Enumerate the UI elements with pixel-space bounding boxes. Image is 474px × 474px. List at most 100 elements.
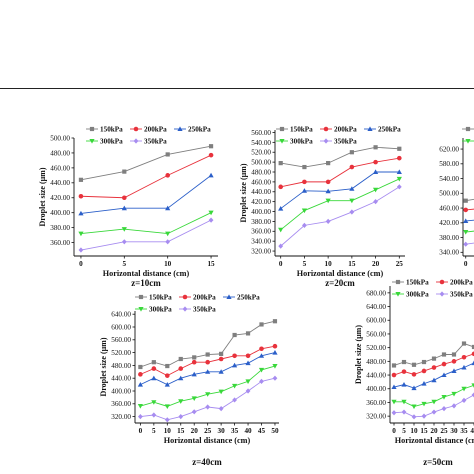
- legend-marker-250kPa: [226, 294, 232, 299]
- data-point-350kPa: [441, 406, 447, 412]
- data-point-300kPa: [208, 210, 214, 216]
- data-point-350kPa: [218, 406, 224, 412]
- data-point-350kPa: [178, 414, 184, 420]
- legend-label: 150kPa: [149, 294, 172, 302]
- data-point-200kPa: [164, 373, 170, 378]
- data-point-150kPa: [219, 351, 224, 356]
- x-tick-label: 5: [303, 260, 307, 268]
- data-point-250kPa: [165, 205, 171, 211]
- x-tick-label: 15: [348, 260, 356, 268]
- data-point-250kPa: [78, 210, 84, 216]
- data-point-250kPa: [401, 382, 407, 387]
- series-line-200kPa: [393, 353, 474, 376]
- series-line-250kPa: [140, 352, 276, 386]
- data-point-350kPa: [259, 378, 264, 384]
- x-tick-label: 30: [450, 427, 458, 435]
- data-point-250kPa: [191, 371, 197, 377]
- y-tick-label: 360.00: [366, 399, 386, 407]
- data-point-250kPa: [301, 188, 308, 193]
- data-point-250kPa: [278, 205, 284, 211]
- data-point-300kPa: [301, 208, 308, 214]
- data-point-350kPa: [151, 412, 157, 418]
- legend-marker-200kPa: [182, 294, 188, 300]
- data-point-250kPa: [151, 375, 157, 381]
- x-tick-label: 15: [420, 427, 428, 435]
- data-point-250kPa: [137, 382, 143, 387]
- data-point-300kPa: [372, 187, 379, 193]
- data-point-250kPa: [349, 186, 355, 191]
- data-point-250kPa: [272, 350, 278, 355]
- data-point-150kPa: [461, 341, 467, 346]
- data-point-250kPa: [471, 360, 474, 366]
- legend-marker-350kPa: [182, 306, 188, 312]
- legend-label: 250kPa: [188, 126, 211, 134]
- legend-label: 200kPa: [193, 294, 216, 302]
- data-point-350kPa: [463, 241, 469, 247]
- legend-marker-300kPa: [279, 139, 285, 144]
- data-point-150kPa: [463, 198, 468, 203]
- data-point-200kPa: [325, 179, 331, 185]
- data-point-350kPa: [165, 239, 171, 245]
- legend-marker-350kPa: [133, 138, 139, 144]
- data-point-200kPa: [463, 207, 469, 213]
- y-tick-label: 500.00: [50, 134, 70, 142]
- x-tick-label: 20: [372, 260, 380, 268]
- data-point-300kPa: [205, 392, 211, 397]
- series-line-250kPa: [465, 219, 474, 222]
- chart-panel-4: 320.00 360.00 400.00 440.00 480.00 520.00 560.…: [99, 294, 279, 467]
- legend-marker-200kPa: [323, 126, 329, 132]
- data-point-150kPa: [441, 352, 447, 357]
- data-point-150kPa: [349, 150, 354, 155]
- series-line-350kPa: [140, 377, 276, 421]
- data-point-300kPa: [349, 198, 355, 204]
- data-point-300kPa: [137, 404, 143, 409]
- data-point-350kPa: [78, 247, 84, 253]
- y-tick-label: 360.00: [50, 239, 70, 247]
- data-point-200kPa: [122, 195, 127, 201]
- data-point-150kPa: [165, 152, 170, 157]
- x-tick-label: 0: [279, 260, 283, 268]
- series-line-350kPa: [465, 242, 474, 245]
- x-tick-label: 35: [460, 427, 468, 435]
- series-line-200kPa: [465, 208, 474, 211]
- y-axis-label: Droplet size (μm): [354, 325, 363, 384]
- data-point-350kPa: [232, 397, 237, 403]
- legend-label: 250kPa: [378, 126, 401, 134]
- chart-title: z=50cm: [423, 457, 453, 467]
- legend-label: 350kPa: [334, 138, 357, 146]
- data-point-250kPa: [463, 218, 469, 223]
- data-point-150kPa: [471, 344, 474, 350]
- data-point-250kPa: [411, 385, 417, 391]
- series-line-250kPa: [393, 362, 474, 389]
- legend-marker-150kPa: [395, 279, 401, 285]
- series-line-300kPa: [465, 230, 474, 233]
- y-tick-label: 400.00: [366, 385, 386, 393]
- data-point-150kPa: [259, 322, 264, 327]
- data-point-250kPa: [391, 384, 397, 390]
- data-point-200kPa: [411, 372, 417, 377]
- data-point-150kPa: [302, 164, 307, 170]
- data-point-250kPa: [325, 188, 331, 194]
- y-tick-label: 400.00: [251, 208, 271, 216]
- data-point-350kPa: [396, 184, 402, 190]
- y-tick-label: 340.00: [439, 249, 459, 257]
- data-point-200kPa: [278, 184, 283, 190]
- y-axis-label: Droplet size (μm): [99, 337, 108, 396]
- data-point-200kPa: [165, 173, 170, 178]
- data-point-300kPa: [231, 383, 238, 389]
- y-tick-label: 320.00: [111, 413, 131, 421]
- data-point-200kPa: [401, 369, 407, 374]
- legend-label: 350kPa: [450, 291, 473, 299]
- y-tick-label: 360.00: [251, 228, 271, 236]
- data-point-300kPa: [178, 399, 184, 404]
- y-tick-label: 480.00: [111, 362, 131, 370]
- x-tick-label: 40: [244, 427, 252, 435]
- y-tick-label: 500.00: [251, 159, 271, 167]
- data-point-300kPa: [78, 231, 84, 237]
- data-point-150kPa: [397, 146, 402, 151]
- chart-panel-1: 360.00 380.00 400.00 420.00 440.00 460.00 480.…: [38, 126, 218, 288]
- legend-label: 150kPa: [100, 126, 123, 134]
- data-point-250kPa: [178, 375, 184, 381]
- data-point-200kPa: [451, 359, 457, 364]
- data-point-350kPa: [391, 410, 397, 416]
